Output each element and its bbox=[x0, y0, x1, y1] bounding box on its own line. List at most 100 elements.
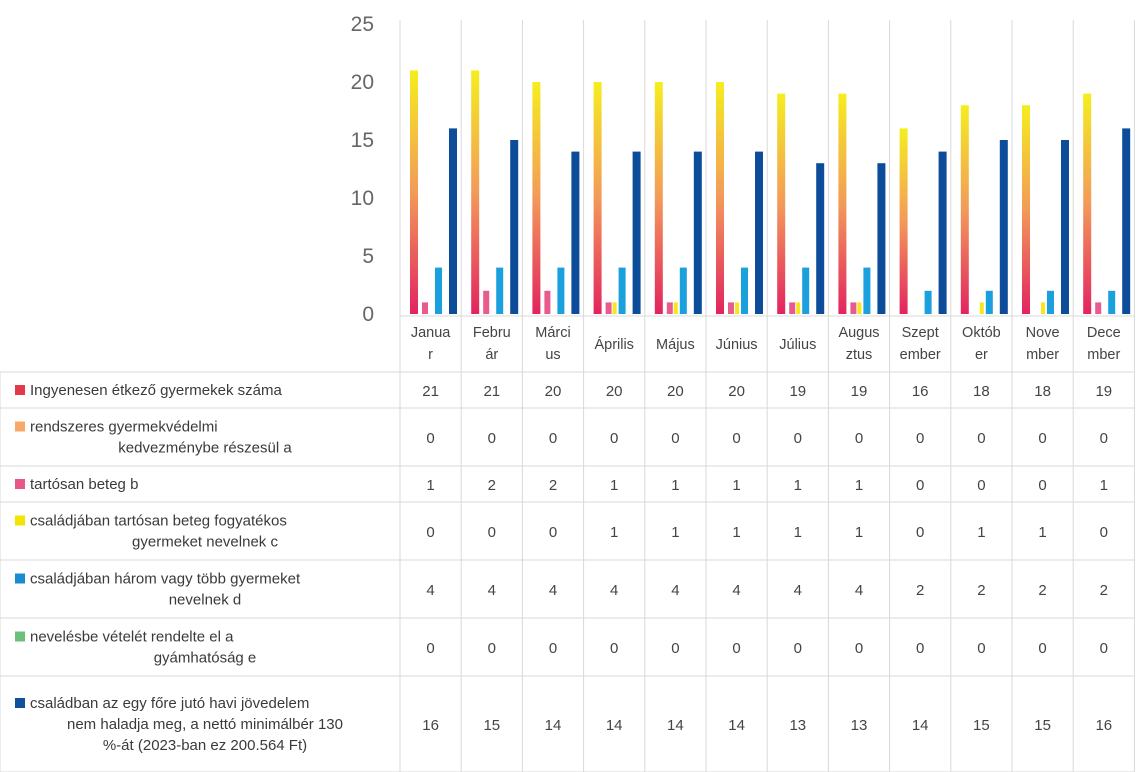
data-cell: 2 bbox=[1100, 582, 1108, 599]
data-cell: 0 bbox=[916, 524, 924, 541]
data-cell: 0 bbox=[916, 430, 924, 447]
data-cell: 0 bbox=[1100, 640, 1108, 657]
legend-label: gyermeket nevelnek c bbox=[132, 534, 278, 551]
category-label: mber bbox=[1026, 347, 1059, 363]
bar-harom-gyermek bbox=[863, 267, 871, 314]
bar-fogyatekos bbox=[612, 302, 617, 314]
legend-swatch bbox=[15, 421, 25, 432]
bar-ingyenesen bbox=[716, 82, 724, 314]
legend-label: rendszeres gyermekvédelmi bbox=[30, 419, 218, 436]
data-cell: 1 bbox=[855, 477, 863, 494]
bar-tartosan-beteg bbox=[666, 302, 673, 314]
category-label: Augus bbox=[838, 325, 879, 341]
data-cell: 0 bbox=[1100, 430, 1108, 447]
bar-harom-gyermek bbox=[741, 267, 748, 314]
data-cell: 2 bbox=[916, 582, 924, 599]
data-table-cells: 21 21 20 20 20 20 19 19 16 18 18 190 0 0 0 0 0 0 0 0 0 0 01 2 2 1… bbox=[422, 383, 1112, 734]
bar-ingyenesen bbox=[593, 82, 602, 314]
data-cell: 4 bbox=[488, 582, 496, 599]
table-grid bbox=[0, 20, 1135, 772]
data-cell: 14 bbox=[728, 717, 745, 734]
legend-swatch bbox=[15, 515, 25, 526]
category-label: Szept bbox=[902, 325, 939, 341]
data-cell: 18 bbox=[973, 383, 990, 400]
data-cell: 21 bbox=[483, 383, 500, 400]
category-label: us bbox=[545, 347, 560, 363]
bar-harom-gyermek bbox=[1047, 290, 1054, 314]
category-label: r bbox=[428, 347, 433, 363]
data-cell: 15 bbox=[483, 717, 500, 734]
bar-harom-gyermek bbox=[924, 290, 932, 314]
legend-label: nevelésbe vételét rendelte el a bbox=[30, 629, 234, 646]
data-cell: 1 bbox=[732, 524, 740, 541]
legend-label: %-át (2023-ban ez 200.564 Ft) bbox=[103, 737, 307, 754]
legend-label: nem haladja meg, a nettó minimálbér 130 bbox=[67, 716, 343, 733]
bar-ingyenesen bbox=[1022, 105, 1030, 314]
bar-jovedelem bbox=[693, 151, 702, 314]
data-cell: 21 bbox=[422, 383, 439, 400]
bar-tartosan-beteg bbox=[422, 302, 428, 314]
category-label: Febru bbox=[473, 325, 511, 341]
data-cell: 0 bbox=[977, 430, 985, 447]
y-tick-label: 10 bbox=[351, 187, 374, 210]
data-cell: 20 bbox=[606, 383, 623, 400]
data-cell: 1 bbox=[794, 477, 802, 494]
bar-tartosan-beteg bbox=[728, 302, 734, 314]
bar-tartosan-beteg bbox=[789, 302, 796, 314]
bar-tartosan-beteg bbox=[483, 290, 490, 314]
data-cell: 0 bbox=[855, 640, 863, 657]
bar-tartosan-beteg bbox=[1095, 302, 1102, 314]
bar-ingyenesen bbox=[838, 93, 847, 314]
bar-jovedelem bbox=[755, 151, 763, 314]
data-cell: 0 bbox=[1038, 640, 1046, 657]
bar-jovedelem bbox=[1061, 140, 1069, 314]
category-label: Június bbox=[716, 337, 758, 353]
bar-ingyenesen bbox=[777, 93, 786, 314]
data-cell: 0 bbox=[732, 640, 740, 657]
data-cell: 4 bbox=[732, 582, 740, 599]
data-cell: 14 bbox=[545, 717, 562, 734]
data-cell: 14 bbox=[606, 717, 623, 734]
bar-harom-gyermek bbox=[985, 290, 993, 314]
data-cell: 0 bbox=[549, 640, 557, 657]
legend-label: tartósan beteg b bbox=[30, 476, 138, 493]
data-cell: 0 bbox=[794, 640, 802, 657]
category-label: Nove bbox=[1026, 325, 1060, 341]
category-label: ember bbox=[900, 347, 941, 363]
data-cell: 20 bbox=[667, 383, 684, 400]
y-axis: 0 5 10 15 20 25 bbox=[351, 13, 374, 326]
data-cell: 14 bbox=[667, 717, 684, 734]
data-cell: 19 bbox=[789, 383, 806, 400]
category-labels: Janua r Febru ár Márci us Április Május Június Jú… bbox=[411, 325, 1121, 363]
bar-jovedelem bbox=[1122, 128, 1131, 314]
bar-jovedelem bbox=[510, 140, 519, 314]
legend-label: Ingyenesen étkező gyermekek száma bbox=[30, 382, 282, 399]
bar-jovedelem bbox=[449, 128, 457, 314]
data-cell: 0 bbox=[671, 640, 679, 657]
data-cell: 0 bbox=[426, 640, 434, 657]
data-cell: 0 bbox=[794, 430, 802, 447]
data-cell: 4 bbox=[426, 582, 434, 599]
data-cell: 0 bbox=[549, 430, 557, 447]
bar-fogyatekos bbox=[1041, 302, 1045, 314]
data-cell: 1 bbox=[671, 524, 679, 541]
data-cell: 1 bbox=[1100, 477, 1108, 494]
data-cell: 4 bbox=[671, 582, 679, 599]
data-cell: 0 bbox=[1038, 477, 1046, 494]
bar-ingyenesen bbox=[410, 70, 418, 315]
legend-label: nevelnek d bbox=[169, 592, 242, 609]
data-cell: 1 bbox=[855, 524, 863, 541]
data-cell: 1 bbox=[610, 524, 618, 541]
legend-label: családban az egy főre jutó havi jövedele… bbox=[30, 695, 309, 712]
category-label: Dece bbox=[1087, 325, 1121, 341]
legend-swatch bbox=[15, 385, 25, 395]
data-cell: 0 bbox=[426, 524, 434, 541]
bar-ingyenesen bbox=[899, 128, 908, 314]
data-cell: 0 bbox=[488, 524, 496, 541]
bar-harom-gyermek bbox=[557, 267, 565, 314]
data-cell: 0 bbox=[977, 640, 985, 657]
bar-harom-gyermek bbox=[679, 267, 687, 314]
bar-jovedelem bbox=[938, 151, 947, 314]
data-cell: 14 bbox=[912, 717, 929, 734]
data-cell: 4 bbox=[794, 582, 802, 599]
